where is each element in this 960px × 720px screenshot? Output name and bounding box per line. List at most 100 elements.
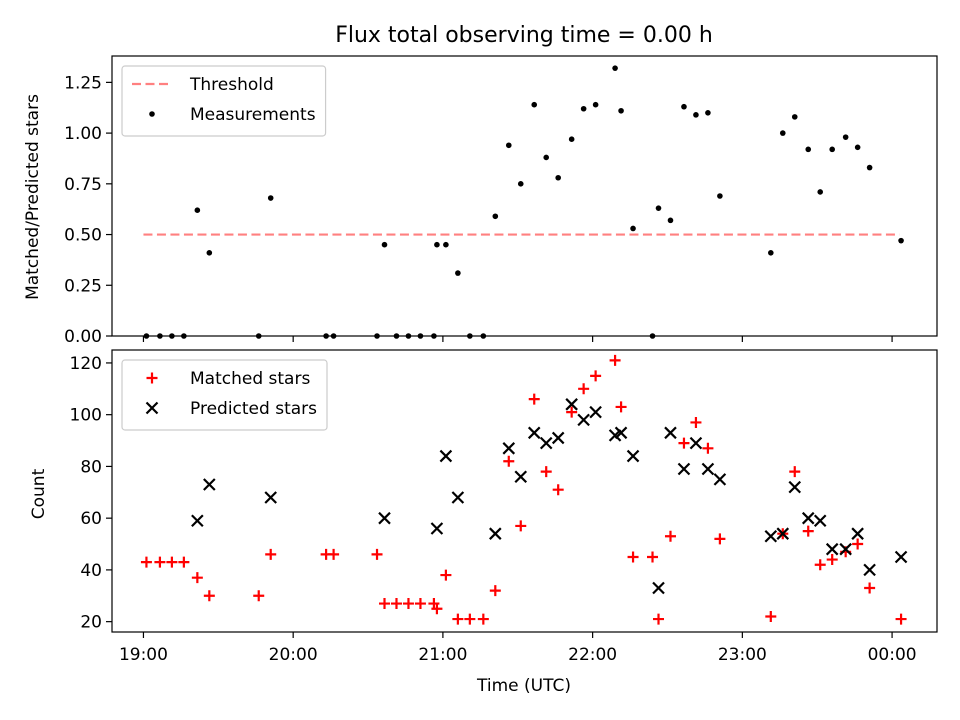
bottom-matched-stars-point-31 [615, 401, 627, 413]
top-y-tick-label: 0.75 [64, 175, 102, 195]
top-measurements-point-44 [817, 189, 824, 195]
bottom-predicted-stars-point-20 [664, 426, 677, 440]
bottom-legend-matched-stars-label: Matched stars [190, 369, 310, 389]
top-measurements-point-38 [705, 110, 711, 116]
bottom-matched-stars-point-21 [489, 585, 501, 597]
bottom-matched-stars-point-2 [166, 556, 178, 568]
top-legend: Threshold Measurements [121, 65, 327, 137]
bottom-y-tick-label: 60 [80, 509, 102, 529]
bottom-predicted-stars-point-26 [776, 527, 790, 540]
bottom-predicted-stars-point-9 [514, 470, 528, 484]
bottom-predicted-stars-point-30 [825, 542, 839, 556]
bottom-predicted-stars-point-31 [839, 542, 852, 556]
top-measurements-point-25 [543, 154, 550, 161]
top-y-tick-label: 0.25 [64, 276, 102, 296]
top-measurements-point-35 [667, 217, 674, 224]
top-measurements-point-49 [898, 237, 904, 244]
bottom-matched-stars-point-36 [678, 437, 690, 449]
top-y-tick-label: 1.25 [64, 73, 102, 93]
top-measurements-point-45 [829, 146, 835, 153]
top-measurements-point-21 [492, 213, 499, 220]
top-measurements-point-40 [768, 250, 774, 256]
bottom-predicted-stars-point-10 [527, 426, 541, 440]
bottom-predicted-stars-point-1 [203, 478, 216, 491]
bottom-matched-stars-point-4 [191, 572, 203, 584]
top-measurements-point-11 [381, 241, 388, 248]
bottom-predicted-stars-point-23 [701, 462, 715, 476]
bottom-matched-stars-point-22 [503, 455, 515, 467]
bottom-predicted-stars-point-18 [626, 449, 640, 463]
top-y-tick-label: 0.00 [64, 327, 102, 347]
bottom-predicted-stars-point-22 [689, 436, 703, 450]
chart-title: Flux total observing time = 0.00 h [335, 23, 713, 48]
bottom-predicted-stars-point-19 [652, 581, 665, 595]
bottom-legend: Matched stars Predicted stars [121, 359, 328, 431]
bottom-matched-stars-point-11 [379, 598, 391, 610]
top-measurements-point-23 [517, 181, 524, 187]
bottom-panel: 20 40 60 80 100 120 19:00 20:00 21:00 22:00 23:00 0… [70, 349, 938, 665]
bottom-predicted-stars-point-4 [430, 522, 444, 535]
bottom-predicted-stars-point-3 [378, 511, 391, 525]
bottom-matched-stars-point-25 [540, 466, 552, 478]
bottom-matched-stars-point-47 [852, 538, 864, 550]
bottom-x-tick-label: 20:00 [269, 645, 318, 665]
bottom-y-tick-label: 80 [80, 457, 102, 477]
top-measurements-point-26 [555, 174, 561, 181]
bottom-matched-stars-point-32 [627, 551, 639, 563]
top-measurements-point-24 [531, 101, 538, 108]
top-measurements-point-37 [693, 112, 699, 118]
bottom-predicted-stars-point-12 [551, 431, 565, 445]
top-y-tick-label: 1.00 [64, 124, 102, 144]
top-measurements-point-43 [805, 146, 812, 153]
top-y-tick-label: 0.50 [64, 226, 102, 246]
bottom-x-tick-label: 23:00 [718, 645, 767, 665]
bottom-predicted-stars-point-33 [863, 563, 876, 577]
bottom-predicted-stars-point-29 [813, 514, 827, 528]
top-measurements-point-47 [854, 144, 861, 151]
top-measurements-point-4 [194, 207, 201, 214]
bottom-matched-stars-point-3 [178, 556, 190, 568]
bottom-predicted-stars-point-7 [489, 527, 502, 540]
bottom-matched-stars-point-7 [265, 548, 277, 560]
bottom-predicted-stars-point-14 [577, 413, 590, 427]
bottom-matched-stars-point-48 [864, 582, 876, 594]
bottom-matched-stars-point-6 [253, 590, 265, 602]
top-measurements-point-27 [568, 136, 575, 142]
bottom-predicted-stars-point-11 [539, 436, 553, 450]
bottom-y-tick-label: 20 [80, 613, 102, 633]
bottom-matched-stars-point-14 [414, 598, 426, 610]
top-measurements-point-42 [791, 114, 798, 120]
bottom-matched-stars-point-20 [477, 613, 489, 625]
bottom-x-tick-label: 21:00 [418, 645, 467, 665]
bottom-matched-stars-point-19 [464, 613, 476, 625]
bottom-matched-stars-point-12 [390, 598, 402, 610]
top-measurements-point-7 [267, 195, 274, 201]
bottom-matched-stars-point-26 [552, 484, 564, 496]
top-measurements-point-22 [505, 142, 512, 149]
bottom-legend-matched-stars-swatch [146, 372, 158, 384]
top-measurements-point-30 [612, 65, 618, 71]
bottom-matched-stars-point-38 [702, 442, 714, 454]
bottom-matched-stars-point-5 [203, 590, 215, 602]
bottom-legend-predicted-stars-swatch [145, 401, 159, 415]
bottom-predicted-stars-point-28 [801, 511, 815, 525]
bottom-matched-stars-point-33 [647, 551, 659, 563]
bottom-legend-box [121, 359, 328, 431]
bottom-predicted-stars-point-27 [788, 480, 802, 494]
top-measurements-point-36 [681, 103, 687, 110]
top-measurements-point-5 [206, 250, 213, 256]
bottom-x-tick-label: 00:00 [868, 645, 917, 665]
top-measurements-point-28 [580, 105, 587, 112]
bottom-matched-stars-point-10 [371, 548, 383, 560]
top-legend-measurements-swatch [149, 111, 155, 117]
bottom-matched-stars-point-16 [431, 603, 443, 615]
bottom-matched-stars-point-24 [528, 393, 540, 405]
bottom-matched-stars-point-49 [895, 613, 907, 625]
top-legend-box [121, 65, 327, 137]
bottom-matched-stars-point-28 [578, 383, 590, 395]
bottom-predicted-stars-point-25 [764, 529, 778, 543]
top-measurements-point-16 [434, 241, 440, 248]
bottom-axes-frame [111, 349, 938, 633]
top-measurements-point-34 [655, 205, 662, 211]
